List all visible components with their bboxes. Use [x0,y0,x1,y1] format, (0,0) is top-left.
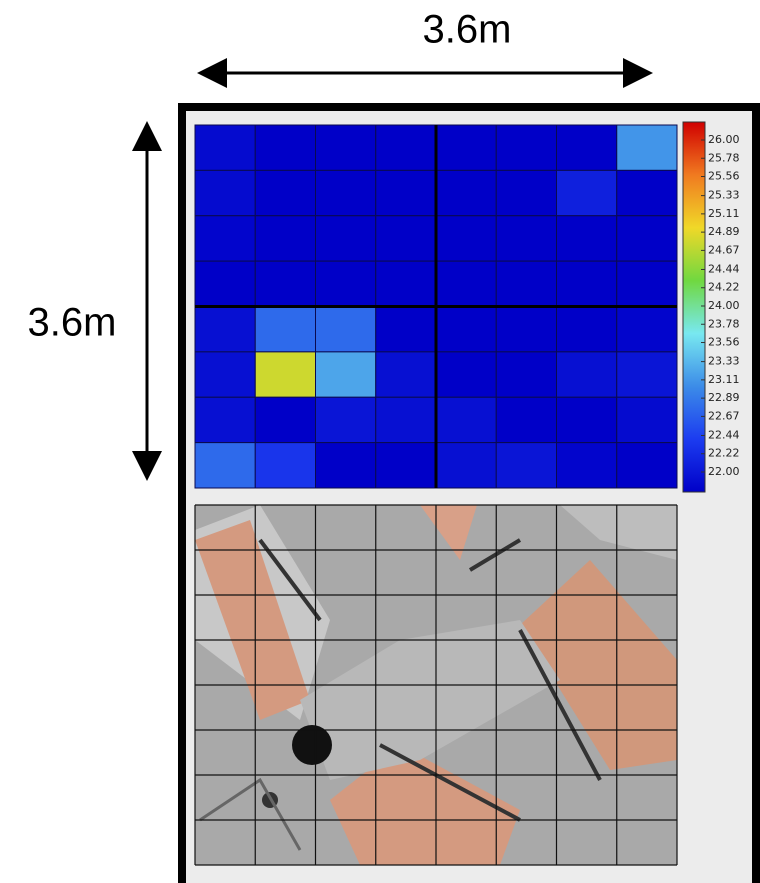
heat-cell [375,306,437,353]
heat-cell [616,351,678,398]
colorbar-tick-label: 23.56 [708,336,740,349]
heat-cell [254,442,316,489]
heat-cell [556,260,618,307]
colorbar-tick-label: 22.44 [708,428,740,441]
heat-cell [435,169,497,217]
colorbar-tick-label: 22.00 [708,465,740,478]
heat-cell [254,260,316,307]
heat-cell [616,215,678,262]
heat-cell [495,124,557,171]
heat-cell [194,442,256,489]
colorbar-tick-label: 24.00 [708,299,740,312]
colorbar-tick-label: 22.67 [708,409,740,422]
heat-cell [315,442,377,489]
heat-cell [556,215,618,262]
heat-cell [435,260,497,307]
heat-cell [435,124,497,171]
heat-cell [556,351,618,398]
heat-cell [315,260,377,307]
heat-cell [194,351,256,398]
heat-cell [495,169,557,217]
heat-cell [315,124,377,171]
heat-cell [254,306,316,353]
heat-cell [495,215,557,262]
heat-cell [375,260,437,307]
heat-cell [375,215,437,262]
heat-cell [254,215,316,262]
heat-cell [616,260,678,307]
heat-cell [375,351,437,398]
heatmap [194,124,678,489]
heat-cell [495,396,557,444]
room-photo [194,504,678,866]
colorbar-tick-label: 24.67 [708,243,740,256]
heat-cell [375,169,437,217]
heat-cell [616,124,678,171]
heat-cell [375,396,437,444]
heat-cell [315,306,377,353]
heat-cell [556,124,618,171]
y-dimension-label: 3.6m [28,301,117,345]
heat-cell [254,124,316,171]
heat-cell [435,396,497,444]
heat-cell [435,442,497,489]
heat-cell [556,169,618,217]
heat-cell [435,351,497,398]
colorbar [682,121,706,493]
heat-cell [315,351,377,398]
heat-cell [435,215,497,262]
heat-cell [375,124,437,171]
colorbar-tick-label: 25.56 [708,170,740,183]
heat-cell [194,169,256,217]
colorbar-tick-label: 26.00 [708,133,740,146]
heat-cell [495,260,557,307]
heat-cell [435,306,497,353]
heat-cell [616,442,678,489]
colorbar-tick-label: 23.33 [708,355,740,368]
colorbar-tick-label: 23.78 [708,317,740,330]
colorbar-tick-label: 25.78 [708,151,740,164]
heat-cell [375,442,437,489]
heat-cell [194,215,256,262]
colorbar-tick-label: 24.44 [708,262,740,275]
heat-cell [194,260,256,307]
colorbar-tick-label: 24.89 [708,225,740,238]
heat-cell [616,306,678,353]
heat-cell [194,306,256,353]
heat-cell [556,442,618,489]
x-dimension-label: 3.6m [423,8,512,52]
colorbar-tick-label: 23.11 [708,373,740,386]
heat-cell [616,169,678,217]
colorbar-tick-label: 22.22 [708,447,740,460]
heat-cell [254,351,316,398]
colorbar-tick-label: 22.89 [708,391,740,404]
colorbar-tick-label: 24.22 [708,281,740,294]
heat-cell [254,169,316,217]
heat-cell [495,306,557,353]
heat-cell [315,215,377,262]
heat-cell [194,124,256,171]
heat-cell [616,396,678,444]
heat-cell [556,396,618,444]
heat-cell [556,306,618,353]
colorbar-tick-label: 25.11 [708,207,740,220]
heat-cell [495,442,557,489]
heat-cell [194,396,256,444]
heat-cell [315,396,377,444]
colorbar-tick-label: 25.33 [708,189,740,202]
heat-cell [254,396,316,444]
heat-cell [315,169,377,217]
heat-cell [495,351,557,398]
